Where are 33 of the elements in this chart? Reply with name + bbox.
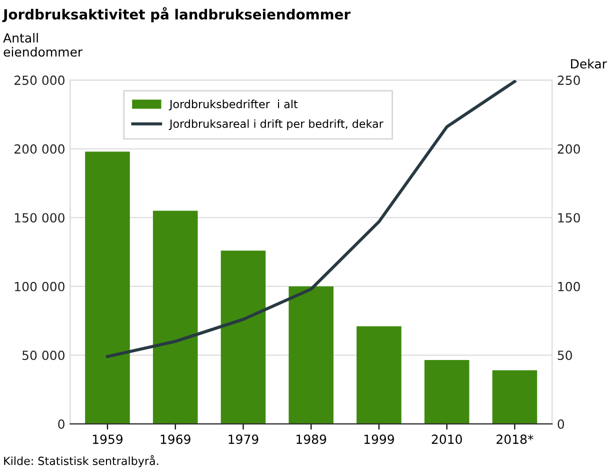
y2-tick-label: 150 bbox=[558, 213, 580, 223]
line-series bbox=[106, 80, 516, 358]
bar bbox=[424, 360, 470, 424]
y-tick-label: 150 000 bbox=[14, 213, 64, 223]
bar bbox=[152, 210, 198, 424]
x-tick-label: 1999 bbox=[364, 434, 394, 444]
y2-tick-label: 50 bbox=[558, 350, 572, 360]
legend-label: Jordbruksbedrifter i alt bbox=[168, 100, 298, 110]
x-tick-label: 2010 bbox=[432, 434, 462, 444]
legend-label: Jordbruksareal i drift per bedrift, dekar bbox=[168, 119, 384, 130]
y-tick-label: 0 bbox=[58, 419, 64, 429]
y2-tick-label: 100 bbox=[558, 282, 580, 292]
chart-title: Jordbruksaktivitet på landbrukseiendommer bbox=[2, 7, 351, 22]
y-tick-label: 250 000 bbox=[14, 76, 64, 85]
y-tick-label: 50 000 bbox=[22, 350, 64, 360]
bar bbox=[85, 152, 130, 424]
bar bbox=[220, 250, 266, 424]
x-tick-label: 2018* bbox=[496, 434, 534, 444]
bar bbox=[492, 370, 538, 424]
x-tick-label: 1979 bbox=[228, 434, 258, 444]
y2-tick-label: 200 bbox=[558, 144, 580, 154]
bar bbox=[288, 286, 334, 424]
x-tick-label: 1969 bbox=[160, 434, 190, 444]
bar bbox=[356, 326, 402, 424]
y-tick-label: 100 000 bbox=[14, 282, 64, 292]
text: Kilde: Statistisk sentralbyrå. bbox=[4, 455, 158, 468]
y-tick-label: 200 000 bbox=[14, 144, 64, 154]
x-tick-label: 1989 bbox=[296, 434, 326, 444]
x-tick-label: 1959 bbox=[92, 434, 123, 444]
y-axis-title: Antall eiendommer bbox=[3, 32, 83, 57]
y2-tick-label: 0 bbox=[558, 419, 564, 429]
y2-tick-label: 250 bbox=[558, 76, 580, 85]
y2-axis-title: Dekar bbox=[571, 58, 607, 69]
